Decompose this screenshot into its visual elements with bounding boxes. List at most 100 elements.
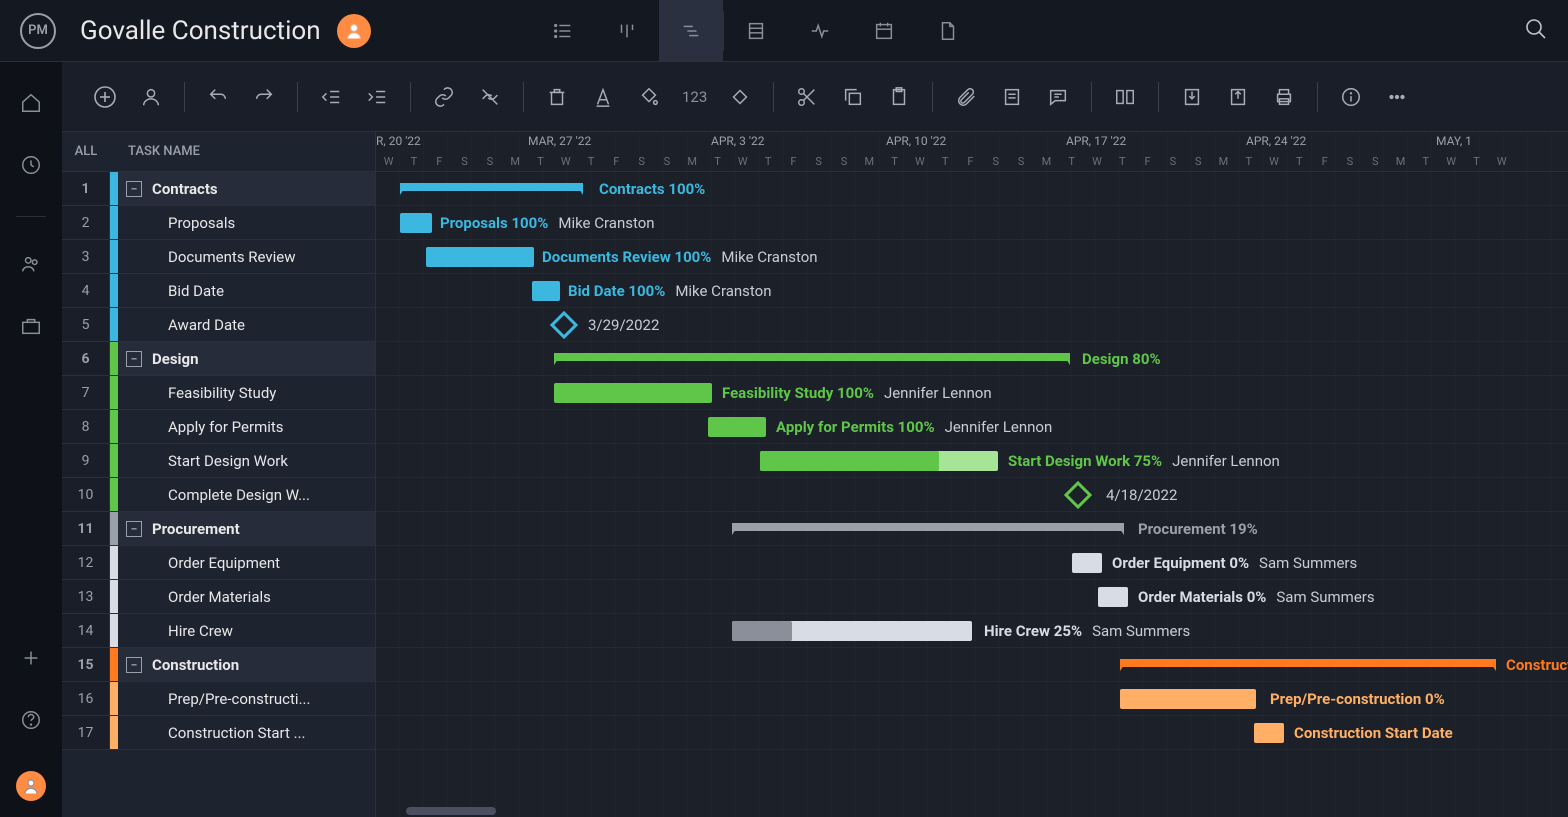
chart-row[interactable]: 4/18/2022: [376, 478, 1568, 512]
task-row[interactable]: 3Documents Review: [62, 240, 375, 274]
paste-button[interactable]: [886, 84, 912, 110]
column-header-name[interactable]: TASK NAME: [118, 144, 200, 159]
task-bar[interactable]: [426, 247, 534, 267]
indent-button[interactable]: [364, 84, 390, 110]
group-bar[interactable]: [554, 353, 1070, 365]
milestone-marker[interactable]: [550, 311, 578, 339]
print-button[interactable]: [1271, 84, 1297, 110]
import-button[interactable]: [1179, 84, 1205, 110]
task-row[interactable]: 13Order Materials: [62, 580, 375, 614]
nav-add[interactable]: [20, 647, 42, 673]
collapse-button[interactable]: −: [126, 521, 142, 537]
milestone-marker[interactable]: [1064, 481, 1092, 509]
chart-row[interactable]: Start Design Work 75%Jennifer Lennon: [376, 444, 1568, 478]
chart-row[interactable]: Feasibility Study 100%Jennifer Lennon: [376, 376, 1568, 410]
chart-row[interactable]: Construction Start Date: [376, 716, 1568, 750]
chart-row[interactable]: Design 80%: [376, 342, 1568, 376]
chart-row[interactable]: Bid Date 100%Mike Cranston: [376, 274, 1568, 308]
chart-row[interactable]: Hire Crew 25%Sam Summers: [376, 614, 1568, 648]
task-row[interactable]: 15−Construction: [62, 648, 375, 682]
chart-row[interactable]: Contracts 100%: [376, 172, 1568, 206]
view-gantt[interactable]: [659, 0, 723, 62]
horizontal-scrollbar[interactable]: [406, 807, 496, 815]
outdent-button[interactable]: [318, 84, 344, 110]
comment-button[interactable]: [1045, 84, 1071, 110]
assign-button[interactable]: [138, 84, 164, 110]
task-row[interactable]: 16Prep/Pre-constructi...: [62, 682, 375, 716]
delete-button[interactable]: [544, 84, 570, 110]
nav-portfolio[interactable]: [20, 315, 42, 341]
cut-button[interactable]: [794, 84, 820, 110]
link-button[interactable]: [431, 84, 457, 110]
group-bar[interactable]: [1120, 659, 1496, 671]
nav-profile[interactable]: [16, 771, 46, 801]
chart-row[interactable]: Procurement 19%: [376, 512, 1568, 546]
gantt-chart[interactable]: R, 20 '22MAR, 27 '22APR, 3 '22APR, 10 '2…: [376, 132, 1568, 817]
task-row[interactable]: 17Construction Start ...: [62, 716, 375, 750]
copy-button[interactable]: [840, 84, 866, 110]
group-bar[interactable]: [400, 183, 583, 195]
task-row[interactable]: 10Complete Design W...: [62, 478, 375, 512]
view-files[interactable]: [916, 0, 980, 62]
chart-row[interactable]: Construction: [376, 648, 1568, 682]
redo-button[interactable]: [251, 84, 277, 110]
view-calendar[interactable]: [852, 0, 916, 62]
task-bar[interactable]: [400, 213, 432, 233]
task-row[interactable]: 4Bid Date: [62, 274, 375, 308]
number-button[interactable]: 123: [682, 88, 707, 106]
project-avatar[interactable]: [337, 14, 371, 48]
milestone-button[interactable]: [727, 84, 753, 110]
task-bar[interactable]: [554, 383, 712, 403]
task-row[interactable]: 11−Procurement: [62, 512, 375, 546]
chart-row[interactable]: Documents Review 100%Mike Cranston: [376, 240, 1568, 274]
view-list[interactable]: [531, 0, 595, 62]
task-row[interactable]: 2Proposals: [62, 206, 375, 240]
collapse-button[interactable]: −: [126, 181, 142, 197]
collapse-button[interactable]: −: [126, 351, 142, 367]
info-button[interactable]: [1338, 84, 1364, 110]
view-board[interactable]: [595, 0, 659, 62]
view-activity[interactable]: [788, 0, 852, 62]
task-row[interactable]: 14Hire Crew: [62, 614, 375, 648]
task-row[interactable]: 12Order Equipment: [62, 546, 375, 580]
export-button[interactable]: [1225, 84, 1251, 110]
task-row[interactable]: 7Feasibility Study: [62, 376, 375, 410]
collapse-button[interactable]: −: [126, 657, 142, 673]
columns-button[interactable]: [1112, 84, 1138, 110]
task-bar[interactable]: [1098, 587, 1128, 607]
search-button[interactable]: [1524, 17, 1548, 45]
chart-row[interactable]: Apply for Permits 100%Jennifer Lennon: [376, 410, 1568, 444]
color-button[interactable]: [636, 84, 662, 110]
chart-row[interactable]: Order Equipment 0%Sam Summers: [376, 546, 1568, 580]
nav-recent[interactable]: [20, 154, 42, 180]
group-bar[interactable]: [732, 523, 1124, 535]
task-row[interactable]: 6−Design: [62, 342, 375, 376]
view-sheet[interactable]: [724, 0, 788, 62]
task-bar[interactable]: [708, 417, 766, 437]
notes-button[interactable]: [999, 84, 1025, 110]
task-row[interactable]: 5Award Date: [62, 308, 375, 342]
task-bar[interactable]: [1072, 553, 1102, 573]
task-bar[interactable]: [1120, 689, 1256, 709]
task-row[interactable]: 1−Contracts: [62, 172, 375, 206]
add-task-button[interactable]: [92, 84, 118, 110]
task-bar[interactable]: [760, 451, 998, 471]
unlink-button[interactable]: [477, 84, 503, 110]
undo-button[interactable]: [205, 84, 231, 110]
column-header-num[interactable]: ALL: [62, 144, 110, 159]
chart-row[interactable]: Proposals 100%Mike Cranston: [376, 206, 1568, 240]
font-button[interactable]: [590, 84, 616, 110]
nav-help[interactable]: [20, 709, 42, 735]
chart-row[interactable]: 3/29/2022: [376, 308, 1568, 342]
task-bar[interactable]: [732, 621, 972, 641]
task-row[interactable]: 9Start Design Work: [62, 444, 375, 478]
more-button[interactable]: [1384, 84, 1410, 110]
nav-home[interactable]: [20, 92, 42, 118]
attach-button[interactable]: [953, 84, 979, 110]
chart-row[interactable]: Prep/Pre-construction 0%: [376, 682, 1568, 716]
app-logo[interactable]: PM: [20, 13, 56, 49]
chart-row[interactable]: Order Materials 0%Sam Summers: [376, 580, 1568, 614]
task-row[interactable]: 8Apply for Permits: [62, 410, 375, 444]
nav-team[interactable]: [20, 253, 42, 279]
task-bar[interactable]: [1254, 723, 1284, 743]
